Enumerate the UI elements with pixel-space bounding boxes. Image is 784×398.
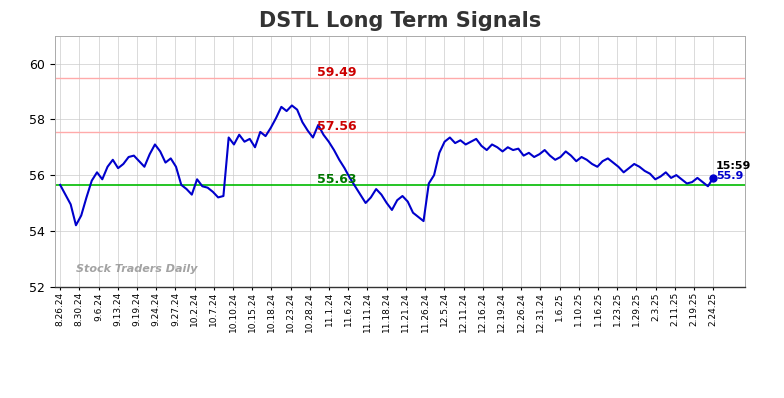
- Text: 55.9: 55.9: [716, 171, 743, 181]
- Title: DSTL Long Term Signals: DSTL Long Term Signals: [259, 12, 541, 31]
- Text: 59.49: 59.49: [317, 66, 357, 79]
- Text: 55.63: 55.63: [317, 174, 357, 187]
- Text: 57.56: 57.56: [317, 120, 357, 133]
- Text: 15:59: 15:59: [716, 161, 751, 171]
- Text: Stock Traders Daily: Stock Traders Daily: [75, 263, 197, 273]
